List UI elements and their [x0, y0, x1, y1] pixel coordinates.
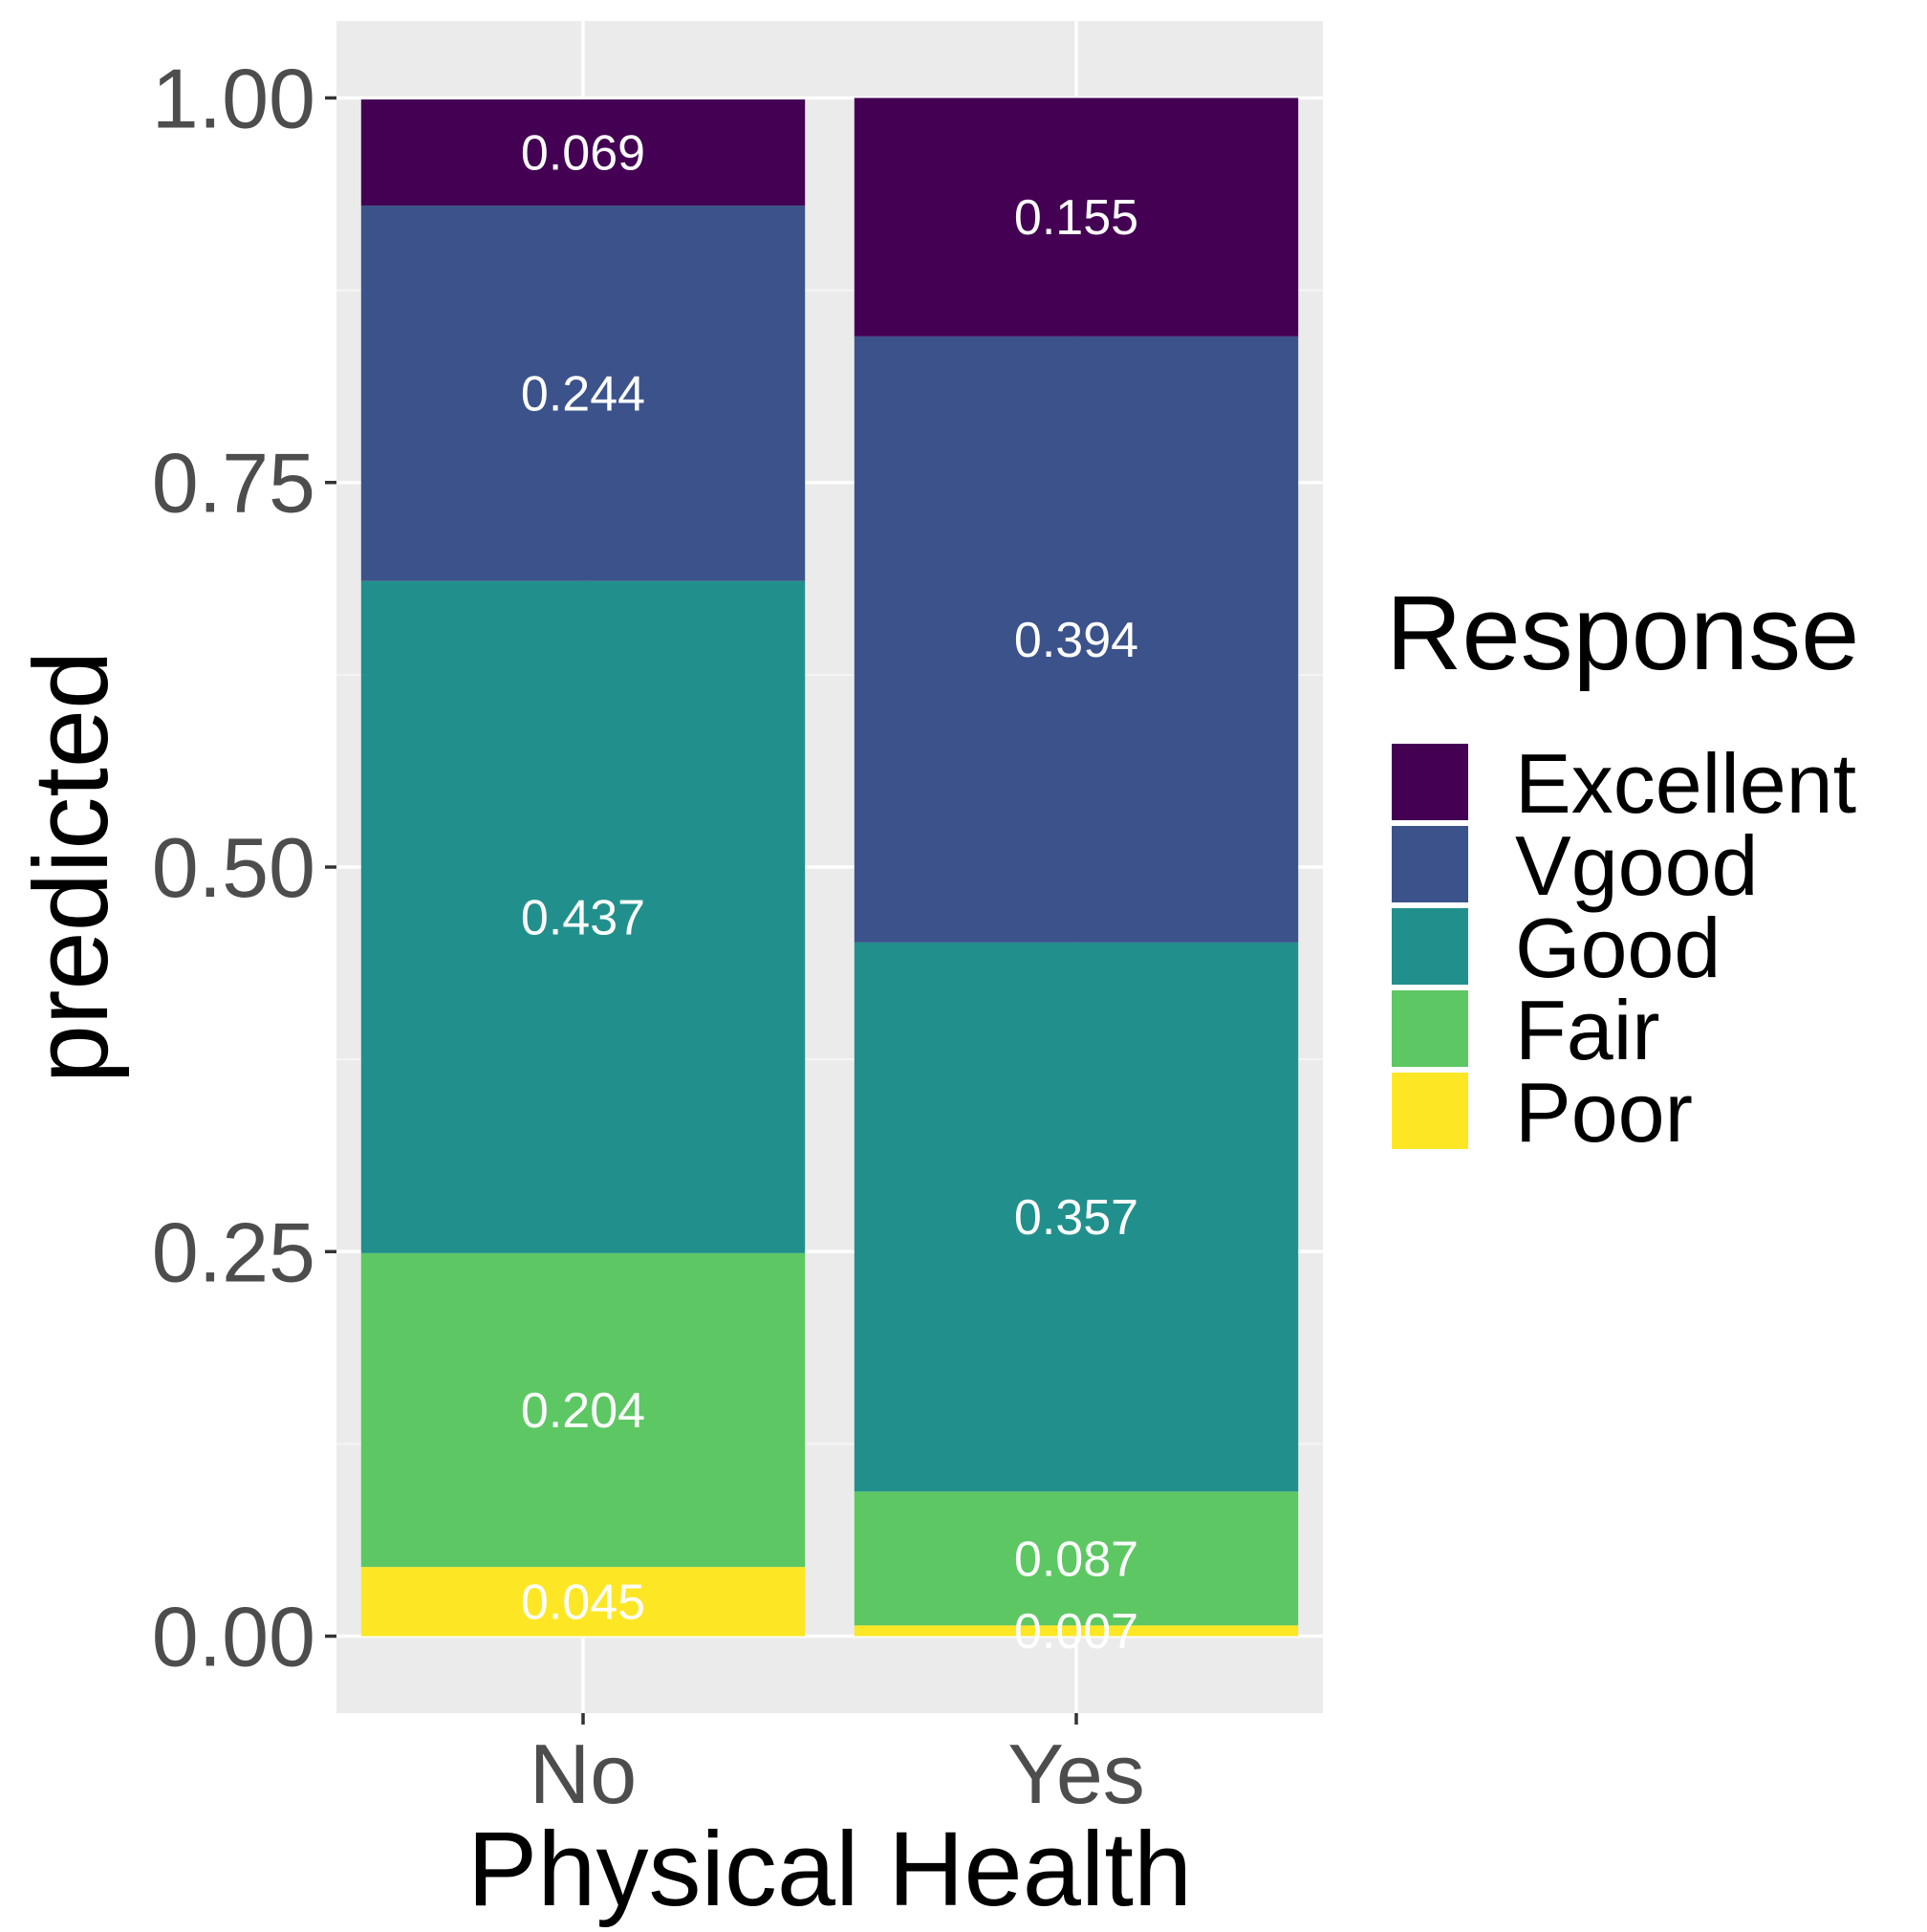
bar-segment-poor-no: [360, 1567, 806, 1637]
bar-value-label: 0.394: [1014, 613, 1138, 668]
y-tick-label: 0.50: [152, 820, 315, 915]
bar-value-labels: 0.045 0.204 0.437 0.244 0.069 0.007 0.087 0.357…: [521, 126, 1138, 1660]
bar-value-label: 0.204: [521, 1383, 645, 1439]
y-tick-label: 0.75: [152, 436, 315, 531]
legend-label-fair: Fair: [1515, 983, 1660, 1077]
bar-value-label: 0.244: [521, 366, 645, 422]
bar-value-label: 0.007: [1014, 1604, 1138, 1660]
y-tick-label: 1.00: [152, 51, 315, 145]
legend-key-good: [1390, 906, 1470, 987]
bar-segment-excellent-yes: [854, 98, 1299, 336]
legend-label-poor: Poor: [1515, 1065, 1693, 1160]
y-tick-label: 0.25: [152, 1205, 315, 1299]
legend-key-poor: [1390, 1071, 1470, 1151]
bar-segment-good-yes: [854, 942, 1299, 1492]
bar-value-label: 0.087: [1014, 1531, 1138, 1587]
y-tick-label: 0.00: [152, 1590, 315, 1684]
bar-value-label: 0.437: [521, 890, 645, 945]
x-axis-title: Physical Health: [467, 1811, 1192, 1927]
x-tick-label: Yes: [1007, 1726, 1145, 1821]
legend-label-excellent: Excellent: [1515, 736, 1856, 831]
bar-value-label: 0.045: [521, 1574, 645, 1630]
bar-segment-fair-no: [360, 1252, 806, 1568]
bar-segment-vgood-yes: [854, 336, 1299, 943]
bar-value-label: 0.357: [1014, 1190, 1138, 1246]
bar-segment-excellent-no: [360, 99, 806, 206]
bar-segment-vgood-no: [360, 206, 806, 581]
y-axis-title: predicted: [12, 651, 130, 1084]
x-axis: No Yes: [530, 1713, 1145, 1821]
legend-key-fair: [1390, 988, 1470, 1069]
legend-title: Response: [1386, 575, 1859, 692]
legend-label-good: Good: [1515, 901, 1721, 995]
bar-segment-fair-yes: [854, 1491, 1299, 1626]
bar-segment-poor-yes: [854, 1625, 1299, 1637]
legend-label-vgood: Vgood: [1515, 818, 1758, 913]
legend-key-vgood: [1390, 824, 1470, 904]
bar-value-label: 0.155: [1014, 190, 1138, 246]
legend-key-excellent: [1390, 742, 1470, 822]
bar-segment-good-no: [360, 580, 806, 1253]
y-axis: 0.00 0.25 0.50 0.75 1.00: [152, 51, 336, 1684]
bars: [360, 98, 1299, 1637]
bar-value-label: 0.069: [521, 126, 645, 182]
x-tick-label: No: [530, 1726, 638, 1821]
